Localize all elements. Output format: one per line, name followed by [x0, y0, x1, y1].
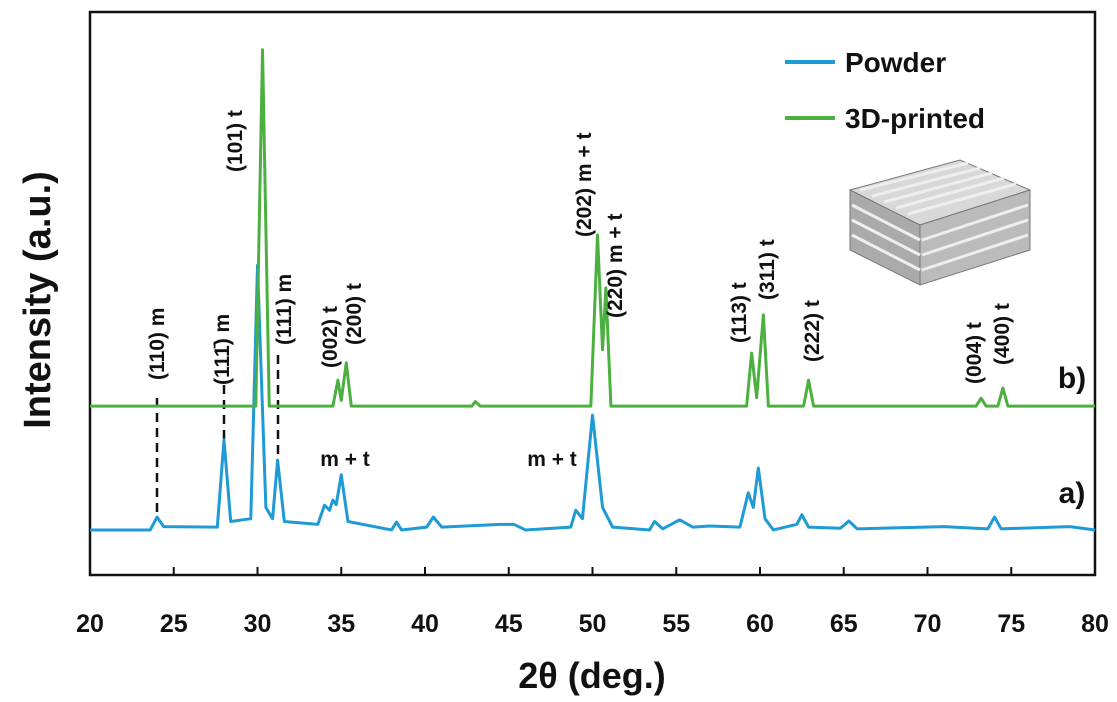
legend-label: 3D-printed [845, 103, 985, 134]
x-tick-label: 65 [830, 610, 858, 638]
x-tick-label: 50 [579, 610, 607, 638]
inset-scaffold [848, 159, 1032, 286]
annotation: (111̄) m [211, 314, 234, 385]
annotation: a) [1059, 477, 1086, 510]
x-tick-label: 35 [327, 610, 355, 638]
annotation: m + t [320, 448, 370, 471]
annotation: (002) t [319, 306, 342, 368]
annotation: (004) t [963, 322, 986, 384]
x-tick-label: 20 [76, 610, 104, 638]
x-tick-label: 30 [244, 610, 272, 638]
annotation: b) [1058, 362, 1086, 395]
annotation: (220) m + t [604, 214, 627, 318]
x-tick-label: 70 [914, 610, 942, 638]
x-tick-label: 45 [495, 610, 523, 638]
x-tick-label: 40 [411, 610, 439, 638]
annotation: (113) t [728, 282, 751, 343]
plot-frame [88, 10, 1097, 577]
annotation: (311) t [756, 239, 779, 300]
series-line [90, 263, 1096, 532]
annotation: (101) t [224, 110, 247, 172]
annotation: (200) t [343, 283, 366, 345]
x-tick-label: 25 [160, 610, 188, 638]
annotation: (222) t [801, 300, 824, 362]
x-axis-label: 2θ (deg.) [518, 655, 665, 696]
x-tick-label: 80 [1081, 610, 1109, 638]
x-tick-label: 75 [997, 610, 1025, 638]
annotation: (111) m [273, 274, 296, 345]
annotation: (110) m [146, 308, 169, 380]
annotation: (202) m + t [573, 133, 596, 237]
series-line [90, 48, 1095, 408]
annotation: m + t [527, 448, 577, 471]
x-tick-label: 55 [662, 610, 690, 638]
y-axis-label: Intensity (a.u.) [17, 171, 59, 429]
legend-label: Powder [845, 47, 946, 78]
x-tick-label: 60 [746, 610, 774, 638]
annotation: (400) t [991, 303, 1014, 365]
